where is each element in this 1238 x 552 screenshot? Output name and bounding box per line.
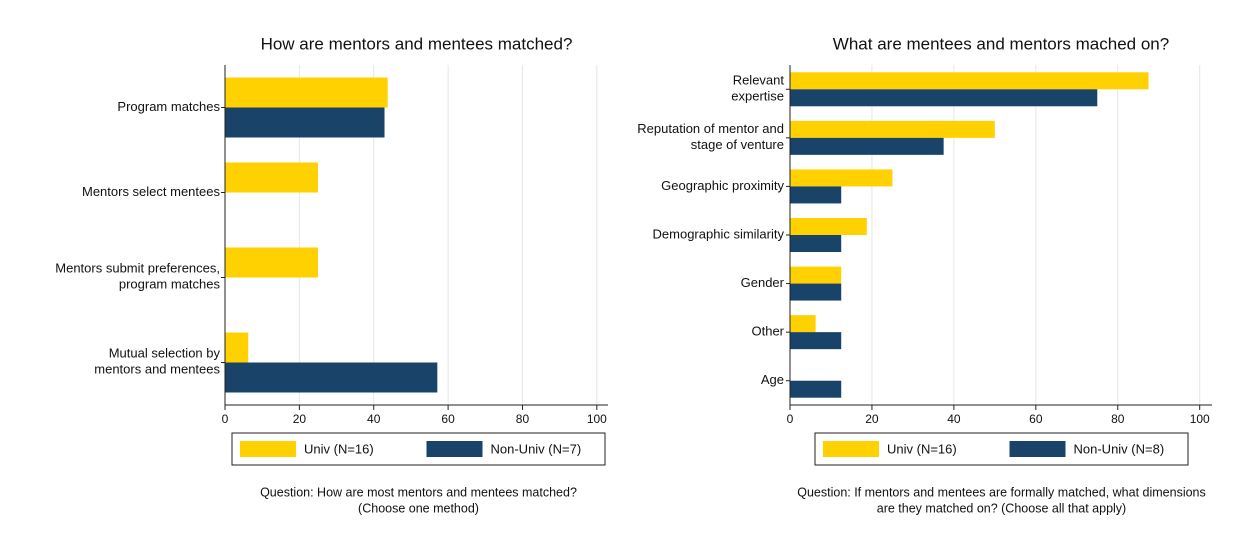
y-tick-label: Relevant expertise bbox=[731, 73, 784, 104]
legend-label: Non-Univ (N=8) bbox=[1074, 441, 1165, 456]
label-line: Relevant bbox=[733, 73, 785, 88]
legend-swatch bbox=[426, 441, 483, 457]
y-tick-label: Geographic proximity bbox=[661, 178, 784, 193]
legend-box bbox=[231, 432, 606, 466]
bar bbox=[225, 247, 318, 278]
bar bbox=[790, 120, 995, 138]
x-tick-label: 40 bbox=[947, 412, 961, 426]
bar bbox=[790, 72, 1149, 90]
bar bbox=[790, 169, 893, 187]
x-tick-label: 20 bbox=[293, 412, 307, 426]
y-tick-label: Other bbox=[751, 324, 784, 339]
bar bbox=[225, 162, 318, 193]
note: are they matched on? (Choose all that ap… bbox=[877, 501, 1126, 515]
legend-label: Univ (N=16) bbox=[887, 441, 957, 456]
label-line: Mutual selection by bbox=[109, 346, 221, 361]
bar bbox=[790, 380, 842, 398]
label-line: stage of venture bbox=[691, 137, 784, 152]
legend-label: Non-Univ (N=7) bbox=[491, 441, 582, 456]
legend-label: Univ (N=16) bbox=[304, 441, 374, 456]
bar bbox=[790, 235, 842, 252]
y-tick-label: Mentors submit preferences, program match… bbox=[55, 261, 220, 292]
label-line: Mentors submit preferences, bbox=[55, 261, 220, 276]
x-tick-label: 40 bbox=[367, 412, 381, 426]
x-tick-label: 0 bbox=[222, 412, 229, 426]
legend-swatch bbox=[1009, 441, 1066, 457]
bar bbox=[790, 218, 867, 235]
bar bbox=[225, 362, 438, 393]
label-line: mentors and mentees bbox=[94, 362, 220, 377]
bar bbox=[790, 186, 842, 204]
x-tick-label: 100 bbox=[1190, 412, 1210, 426]
y-tick-label: Age bbox=[761, 372, 784, 387]
chart-title: How are mentors and mentees matched? bbox=[261, 34, 573, 53]
x-tick-label: 20 bbox=[865, 412, 879, 426]
bar bbox=[225, 107, 385, 138]
x-tick-label: 80 bbox=[516, 412, 530, 426]
y-tick-label: Mutual selection by mentors and mentees bbox=[94, 346, 220, 377]
legend-box bbox=[814, 432, 1189, 466]
bar bbox=[790, 332, 842, 350]
x-tick-label: 80 bbox=[1111, 412, 1125, 426]
bar bbox=[790, 137, 944, 155]
y-tick-label: Gender bbox=[741, 275, 785, 290]
x-tick-label: 100 bbox=[587, 412, 607, 426]
chart-title: What are mentees and mentors mached on? bbox=[833, 34, 1169, 53]
label-line: program matches bbox=[119, 277, 221, 292]
x-tick-label: 60 bbox=[441, 412, 455, 426]
label-line: expertise bbox=[731, 89, 784, 104]
y-tick-label: Reputation of mentor and stage of venture bbox=[637, 121, 784, 152]
bar bbox=[790, 89, 1098, 107]
bar bbox=[790, 266, 842, 284]
note: Question: If mentors and mentees are for… bbox=[797, 485, 1206, 499]
note: Question: How are most mentors and mente… bbox=[260, 485, 577, 499]
label-line: Reputation of mentor and bbox=[637, 121, 784, 136]
legend-swatch bbox=[823, 441, 879, 457]
bar bbox=[790, 315, 816, 333]
bar bbox=[790, 283, 842, 301]
x-tick-label: 0 bbox=[787, 412, 794, 426]
bar bbox=[225, 332, 249, 363]
y-tick-label: Mentors select mentees bbox=[82, 184, 221, 199]
note: (Choose one method) bbox=[358, 501, 479, 515]
y-tick-label: Program matches bbox=[117, 99, 220, 114]
legend-swatch bbox=[240, 441, 296, 457]
y-tick-label: Demographic similarity bbox=[653, 226, 785, 241]
x-tick-label: 60 bbox=[1029, 412, 1043, 426]
bar bbox=[225, 77, 388, 108]
